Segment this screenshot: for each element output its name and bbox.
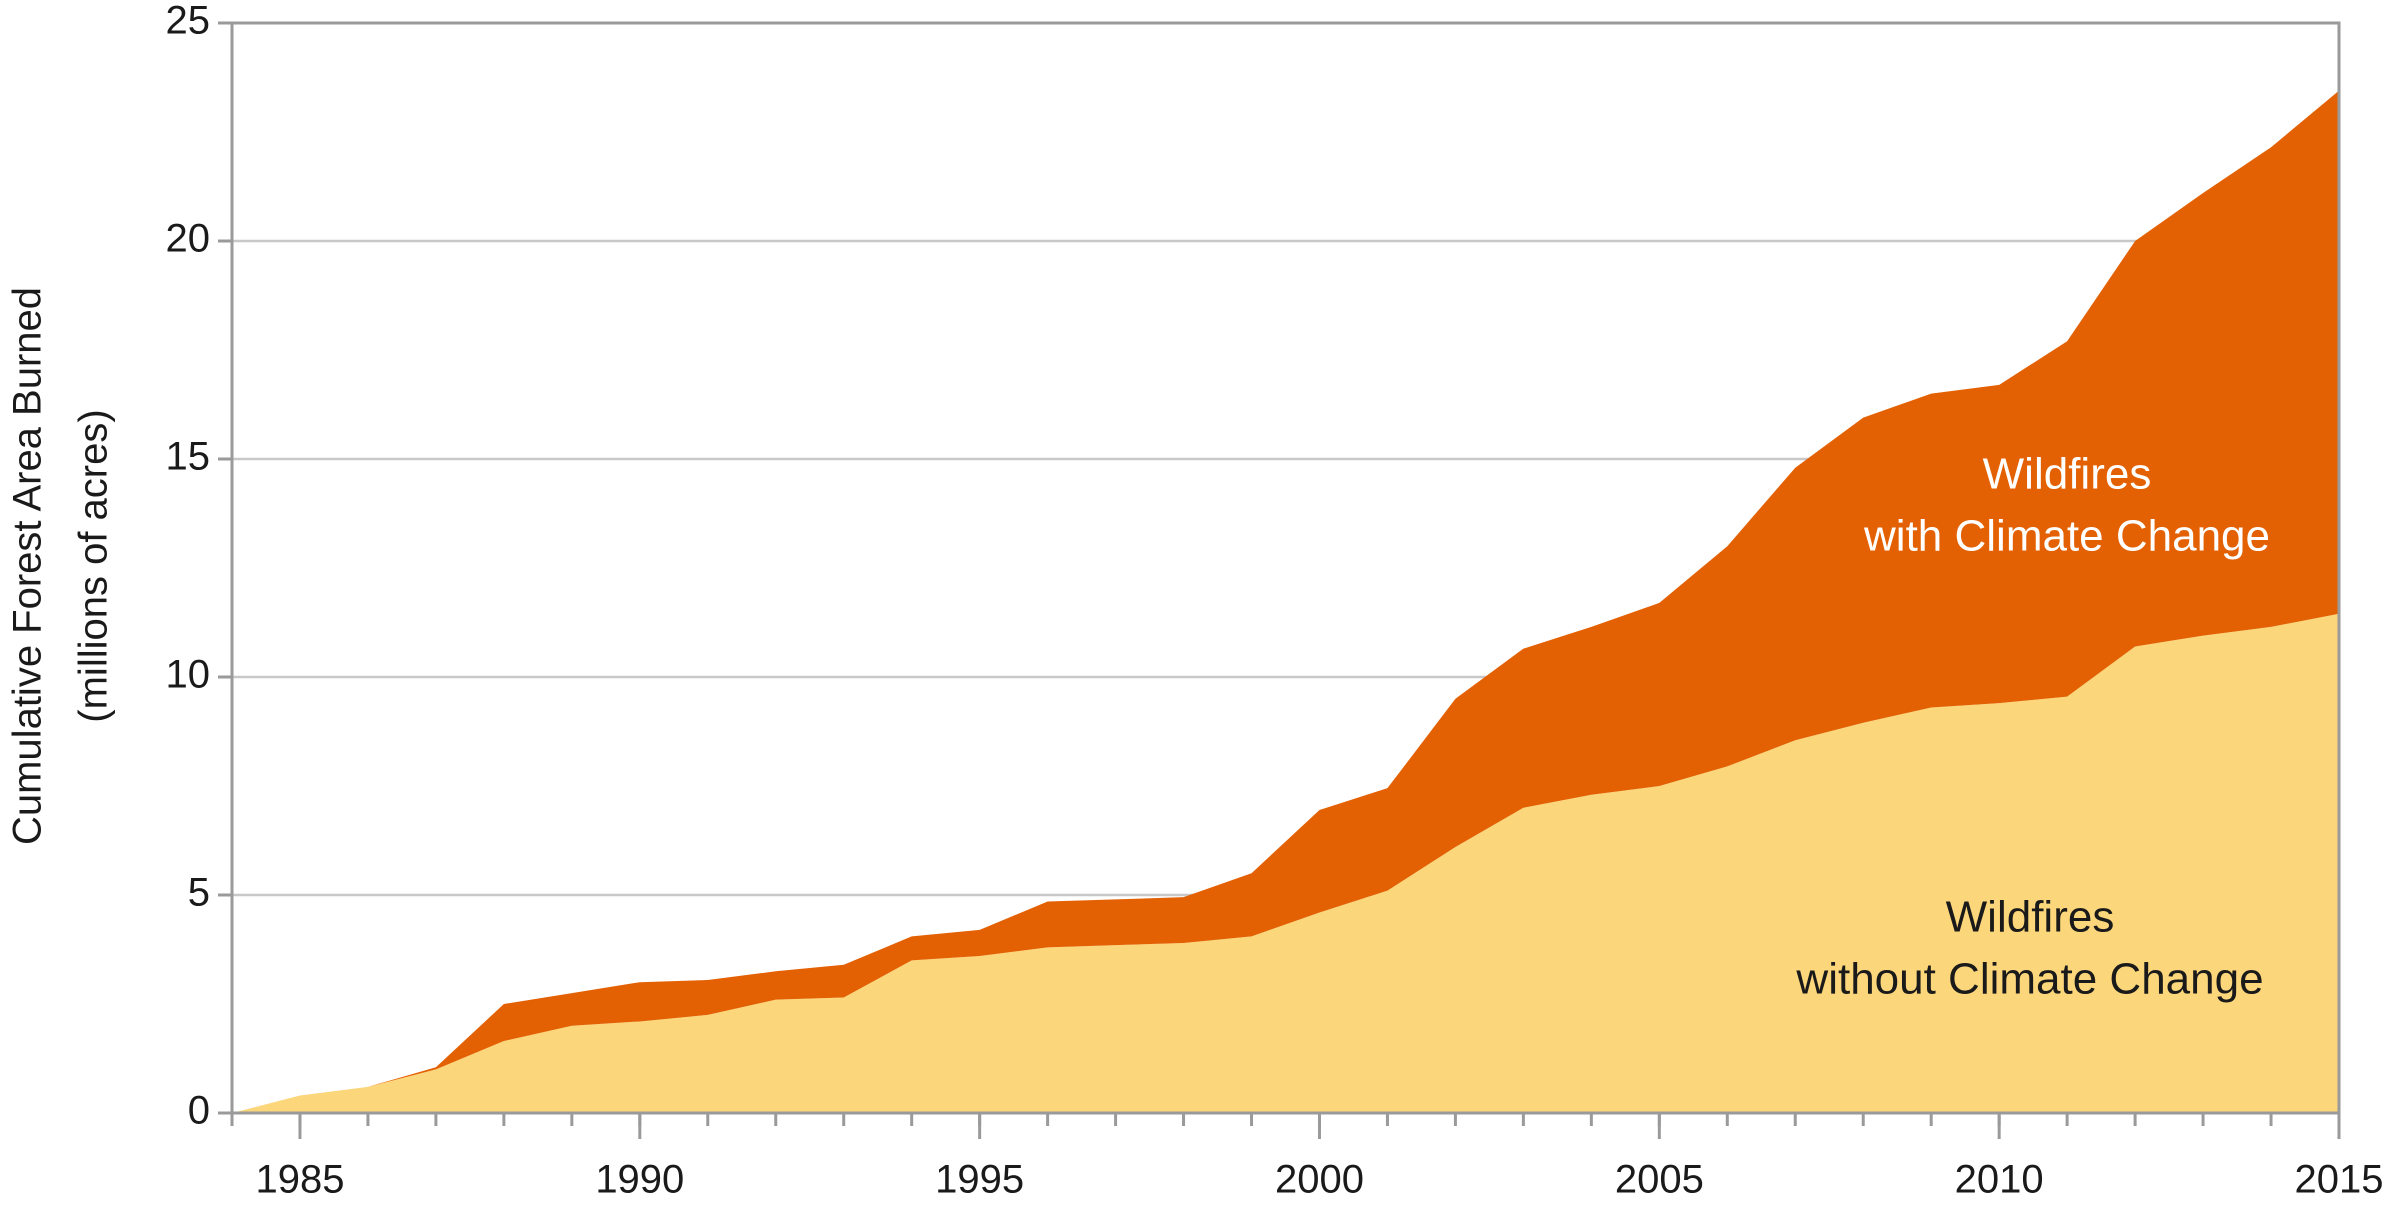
y-tick-label: 10	[166, 653, 211, 697]
x-tick-label: 2005	[1615, 1158, 1704, 1202]
y-axis-title-line: (millions of acres)	[72, 409, 116, 722]
x-tick-label: 1990	[595, 1158, 684, 1202]
series-label: without Climate Change	[1795, 955, 2263, 1004]
x-tick-label: 1985	[255, 1158, 344, 1202]
series-label: with Climate Change	[1863, 512, 2270, 561]
x-tick-label: 2000	[1275, 1158, 1364, 1202]
x-tick-label: 2010	[1955, 1158, 2044, 1202]
plot-frame	[230, 21, 2341, 1115]
y-axis-title: Cumulative Forest Area Burned (millions o…	[6, 287, 116, 845]
y-tick-label: 15	[166, 435, 211, 479]
area	[232, 613, 2339, 1113]
x-tick-label: 2015	[2295, 1158, 2384, 1202]
series-label: Wildfires	[1946, 893, 2115, 942]
y-tick-label: 25	[166, 0, 211, 43]
y-tick-label: 0	[188, 1089, 210, 1133]
series-label: Wildfires	[1983, 450, 2152, 499]
x-tick-label: 1995	[935, 1158, 1024, 1202]
y-tick-label: 20	[166, 217, 211, 261]
y-axis-title-line: Cumulative Forest Area Burned	[6, 287, 50, 845]
y-tick-label: 5	[188, 871, 210, 915]
area	[232, 90, 2339, 1113]
